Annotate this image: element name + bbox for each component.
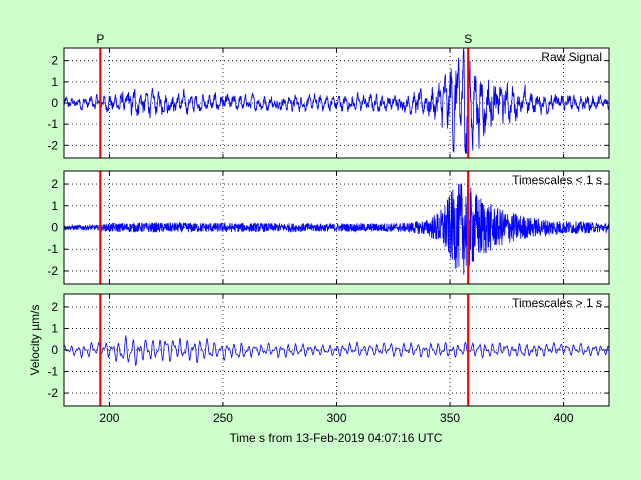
y-axis-label: Velocity µm/s: [28, 305, 42, 376]
seismic-trace: [63, 335, 610, 367]
seismic-trace: [63, 48, 610, 154]
y-tick-label: 2: [51, 54, 58, 68]
panel-title: Timescales > 1 s: [512, 296, 602, 310]
x-tick-label: 250: [213, 411, 233, 425]
panel-2: -2 -1 0 1 2 Timescales < 1 s: [47, 170, 610, 285]
y-tick-label: -1: [47, 365, 58, 379]
panel-3: -2 -1 0 1 2 Timescales > 1 s 200 250 300 350 400: [47, 293, 610, 425]
x-tick-label: 350: [440, 411, 460, 425]
x-tick-label: 200: [99, 411, 119, 425]
y-tick-label: -2: [47, 138, 58, 152]
panel-1: -2 -1 0 1 2 Raw Signal P S: [47, 32, 610, 159]
x-tick-label: 300: [326, 411, 346, 425]
y-tick-label: 0: [51, 96, 58, 110]
phase-label-p: P: [96, 32, 104, 46]
x-tick-label: 400: [554, 411, 574, 425]
panels-group: -2 -1 0 1 2 Raw Signal P S -2 -1 0 1 2 Timescales < 1…: [47, 32, 610, 425]
y-tick-label: 2: [51, 177, 58, 191]
panel-title: Timescales < 1 s: [512, 173, 602, 187]
y-tick-label: -1: [47, 117, 58, 131]
y-tick-label: 0: [51, 343, 58, 357]
y-tick-label: 1: [51, 75, 58, 89]
x-axis-label: Time s from 13-Feb-2019 04:07:16 UTC: [230, 431, 443, 445]
panel-title: Raw Signal: [541, 50, 602, 64]
y-tick-label: 1: [51, 321, 58, 335]
y-tick-label: 2: [51, 300, 58, 314]
y-tick-label: -2: [47, 264, 58, 278]
y-tick-label: -2: [47, 386, 58, 400]
phase-label-s: S: [464, 32, 472, 46]
seismic-trace: [63, 183, 610, 275]
y-tick-label: 0: [51, 221, 58, 235]
y-tick-label: 1: [51, 199, 58, 213]
y-tick-label: -1: [47, 242, 58, 256]
